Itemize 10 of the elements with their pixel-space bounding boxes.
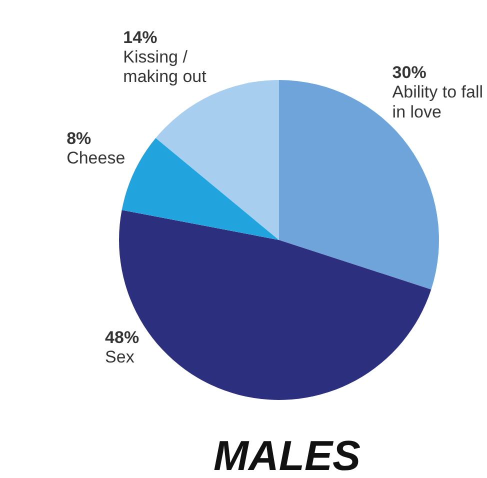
- data-label: 30%: [392, 63, 426, 82]
- slice-label: Sex: [105, 348, 135, 367]
- data-label: 14%: [123, 28, 158, 48]
- slice-label: Kissing / making out: [123, 48, 207, 86]
- data-label: 48%: [105, 328, 140, 347]
- data-label: 8%: [66, 129, 92, 148]
- text: MALES: [214, 432, 360, 478]
- pie-slice: [279, 80, 439, 290]
- slice-label: Cheese: [66, 148, 126, 168]
- slice-label: Ability to fall in love: [392, 82, 483, 122]
